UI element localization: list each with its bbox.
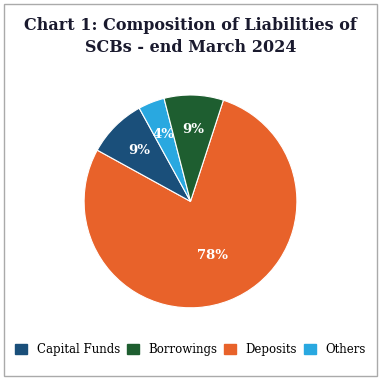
Text: 78%: 78% [197, 249, 227, 262]
Text: 9%: 9% [182, 123, 204, 136]
Text: 9%: 9% [128, 144, 150, 157]
Title: Chart 1: Composition of Liabilities of
SCBs - end March 2024: Chart 1: Composition of Liabilities of S… [24, 17, 357, 56]
Wedge shape [164, 95, 223, 201]
Legend: Capital Funds, Borrowings, Deposits, Others: Capital Funds, Borrowings, Deposits, Oth… [11, 338, 370, 360]
Wedge shape [84, 100, 297, 308]
Wedge shape [97, 108, 190, 201]
Text: 4%: 4% [153, 128, 175, 141]
Wedge shape [139, 98, 190, 201]
